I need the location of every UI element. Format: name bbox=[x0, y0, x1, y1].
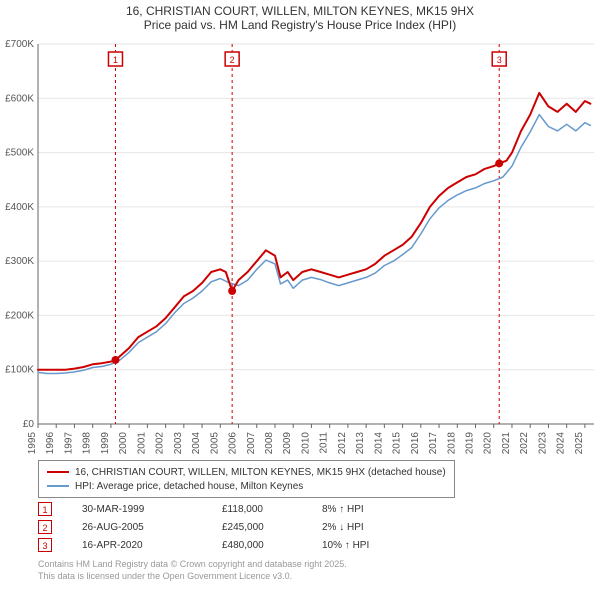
svg-text:£0: £0 bbox=[23, 419, 35, 430]
svg-text:2016: 2016 bbox=[410, 432, 421, 455]
title-line-2: Price paid vs. HM Land Registry's House … bbox=[0, 18, 600, 32]
sale-hpi-delta: 2% ↓ HPI bbox=[322, 522, 422, 533]
chart-svg: £0£100K£200K£300K£400K£500K£600K£700K199… bbox=[38, 44, 594, 464]
svg-text:2019: 2019 bbox=[465, 432, 476, 455]
svg-text:2: 2 bbox=[230, 55, 235, 65]
svg-text:2022: 2022 bbox=[519, 432, 530, 455]
svg-text:1995: 1995 bbox=[27, 432, 38, 455]
svg-text:2025: 2025 bbox=[574, 432, 585, 455]
svg-text:1998: 1998 bbox=[82, 432, 93, 455]
svg-text:2017: 2017 bbox=[428, 432, 439, 455]
chart-title-block: 16, CHRISTIAN COURT, WILLEN, MILTON KEYN… bbox=[0, 0, 600, 32]
page-container: 16, CHRISTIAN COURT, WILLEN, MILTON KEYN… bbox=[0, 0, 600, 590]
sale-marker-1: 1 bbox=[38, 502, 52, 516]
sale-hpi-delta: 10% ↑ HPI bbox=[322, 540, 422, 551]
footer-line-2: This data is licensed under the Open Gov… bbox=[38, 570, 347, 582]
svg-text:2023: 2023 bbox=[537, 432, 548, 455]
svg-text:£300K: £300K bbox=[5, 256, 34, 267]
sale-hpi-delta: 8% ↑ HPI bbox=[322, 504, 422, 515]
svg-text:2010: 2010 bbox=[300, 432, 311, 455]
svg-text:1999: 1999 bbox=[100, 432, 111, 455]
svg-text:1996: 1996 bbox=[45, 432, 56, 455]
svg-text:2008: 2008 bbox=[264, 432, 275, 455]
svg-text:2005: 2005 bbox=[209, 432, 220, 455]
sale-price: £480,000 bbox=[222, 540, 322, 551]
chart-area: £0£100K£200K£300K£400K£500K£600K£700K199… bbox=[38, 44, 594, 424]
svg-text:1997: 1997 bbox=[63, 432, 74, 455]
svg-text:£100K: £100K bbox=[5, 365, 34, 376]
svg-text:2014: 2014 bbox=[373, 432, 384, 455]
legend-label-hpi: HPI: Average price, detached house, Milt… bbox=[75, 481, 303, 492]
sale-marker-3: 3 bbox=[38, 538, 52, 552]
svg-text:£400K: £400K bbox=[5, 202, 34, 213]
footer-attribution: Contains HM Land Registry data © Crown c… bbox=[38, 558, 347, 582]
svg-text:2020: 2020 bbox=[483, 432, 494, 455]
svg-text:£600K: £600K bbox=[5, 93, 34, 104]
svg-text:£200K: £200K bbox=[5, 310, 34, 321]
svg-text:2004: 2004 bbox=[191, 432, 202, 455]
sale-date: 26-AUG-2005 bbox=[82, 522, 222, 533]
svg-text:2011: 2011 bbox=[319, 432, 330, 454]
legend-box: 16, CHRISTIAN COURT, WILLEN, MILTON KEYN… bbox=[38, 460, 455, 498]
sale-date: 30-MAR-1999 bbox=[82, 504, 222, 515]
svg-text:2009: 2009 bbox=[282, 432, 293, 455]
svg-text:1: 1 bbox=[113, 55, 118, 65]
legend-row-property: 16, CHRISTIAN COURT, WILLEN, MILTON KEYN… bbox=[47, 465, 446, 479]
svg-text:2012: 2012 bbox=[337, 432, 348, 455]
svg-text:2003: 2003 bbox=[173, 432, 184, 455]
legend-label-property: 16, CHRISTIAN COURT, WILLEN, MILTON KEYN… bbox=[75, 467, 446, 478]
table-row: 2 26-AUG-2005 £245,000 2% ↓ HPI bbox=[38, 518, 422, 536]
svg-text:£500K: £500K bbox=[5, 148, 34, 159]
table-row: 3 16-APR-2020 £480,000 10% ↑ HPI bbox=[38, 536, 422, 554]
svg-text:2002: 2002 bbox=[155, 432, 166, 455]
legend-swatch-property bbox=[47, 471, 69, 473]
sales-data-table: 1 30-MAR-1999 £118,000 8% ↑ HPI 2 26-AUG… bbox=[38, 500, 422, 554]
svg-text:£700K: £700K bbox=[5, 39, 34, 50]
svg-text:2021: 2021 bbox=[501, 432, 512, 455]
svg-text:2006: 2006 bbox=[228, 432, 239, 455]
svg-text:2000: 2000 bbox=[118, 432, 129, 455]
legend-swatch-hpi bbox=[47, 485, 69, 487]
svg-text:2018: 2018 bbox=[446, 432, 457, 455]
svg-text:2013: 2013 bbox=[355, 432, 366, 455]
footer-line-1: Contains HM Land Registry data © Crown c… bbox=[38, 558, 347, 570]
svg-text:2024: 2024 bbox=[556, 432, 567, 455]
svg-text:2001: 2001 bbox=[136, 432, 147, 455]
sale-price: £118,000 bbox=[222, 504, 322, 515]
table-row: 1 30-MAR-1999 £118,000 8% ↑ HPI bbox=[38, 500, 422, 518]
sale-marker-2: 2 bbox=[38, 520, 52, 534]
svg-text:3: 3 bbox=[497, 55, 502, 65]
sale-date: 16-APR-2020 bbox=[82, 540, 222, 551]
legend-row-hpi: HPI: Average price, detached house, Milt… bbox=[47, 479, 446, 493]
sale-price: £245,000 bbox=[222, 522, 322, 533]
svg-text:2007: 2007 bbox=[246, 432, 257, 455]
svg-text:2015: 2015 bbox=[392, 432, 403, 455]
title-line-1: 16, CHRISTIAN COURT, WILLEN, MILTON KEYN… bbox=[0, 4, 600, 18]
